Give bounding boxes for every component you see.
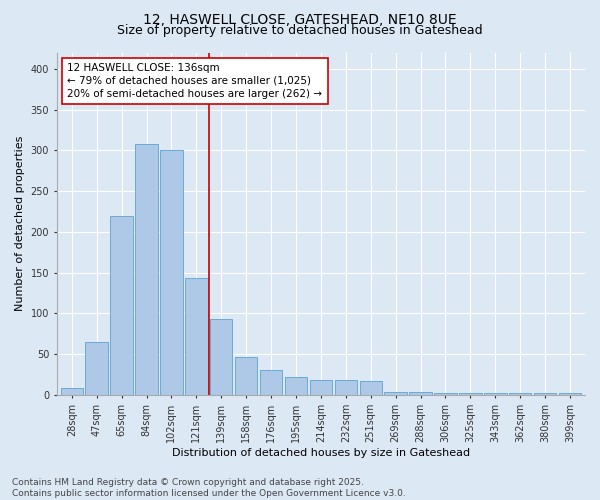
X-axis label: Distribution of detached houses by size in Gateshead: Distribution of detached houses by size … — [172, 448, 470, 458]
Bar — [335, 380, 357, 395]
Bar — [85, 342, 108, 395]
Y-axis label: Number of detached properties: Number of detached properties — [15, 136, 25, 312]
Bar — [434, 394, 457, 395]
Bar — [559, 394, 581, 395]
Bar — [260, 370, 282, 395]
Bar — [359, 381, 382, 395]
Bar — [285, 377, 307, 395]
Bar — [110, 216, 133, 395]
Bar — [235, 356, 257, 395]
Text: Size of property relative to detached houses in Gateshead: Size of property relative to detached ho… — [117, 24, 483, 37]
Bar — [509, 394, 532, 395]
Bar — [160, 150, 182, 395]
Bar — [61, 388, 83, 395]
Bar — [385, 392, 407, 395]
Bar — [484, 394, 506, 395]
Bar — [534, 394, 556, 395]
Bar — [210, 319, 232, 395]
Text: Contains HM Land Registry data © Crown copyright and database right 2025.
Contai: Contains HM Land Registry data © Crown c… — [12, 478, 406, 498]
Bar — [135, 144, 158, 395]
Text: 12, HASWELL CLOSE, GATESHEAD, NE10 8UE: 12, HASWELL CLOSE, GATESHEAD, NE10 8UE — [143, 12, 457, 26]
Bar — [459, 394, 482, 395]
Text: 12 HASWELL CLOSE: 136sqm
← 79% of detached houses are smaller (1,025)
20% of sem: 12 HASWELL CLOSE: 136sqm ← 79% of detach… — [67, 63, 322, 99]
Bar — [310, 380, 332, 395]
Bar — [409, 392, 432, 395]
Bar — [185, 278, 208, 395]
